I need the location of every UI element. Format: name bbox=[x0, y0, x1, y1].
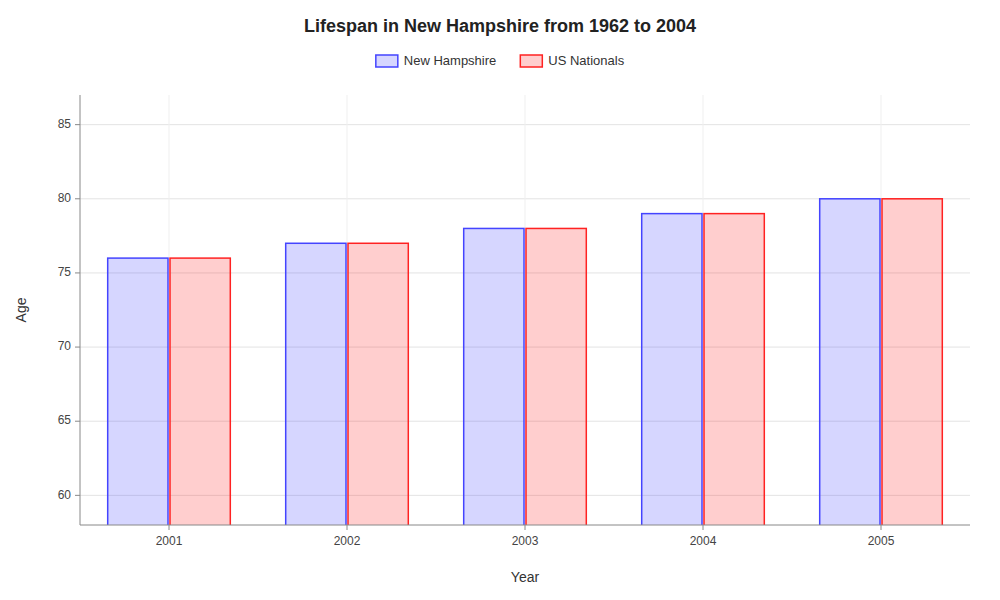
x-tick-label: 2005 bbox=[868, 534, 895, 548]
bar bbox=[108, 258, 168, 525]
y-tick-label: 70 bbox=[58, 339, 72, 353]
chart: 60 65 70 75 80 85 2001 2002 2003 2004 2005 Year Age L… bbox=[0, 0, 1000, 600]
bar bbox=[882, 199, 942, 525]
x-tick bbox=[169, 525, 170, 530]
y-tick bbox=[75, 495, 80, 496]
legend-item: US Nationals bbox=[520, 53, 624, 68]
x-tick-label: 2004 bbox=[690, 534, 717, 548]
axes: 60 65 70 75 80 85 2001 2002 2003 2004 2005 bbox=[58, 95, 970, 548]
y-tick bbox=[75, 421, 80, 422]
bar bbox=[348, 243, 408, 525]
bar bbox=[526, 228, 586, 525]
y-axis-line bbox=[80, 95, 81, 525]
y-tick bbox=[75, 198, 80, 199]
legend-label: New Hampshire bbox=[404, 53, 496, 68]
x-tick bbox=[881, 525, 882, 530]
y-tick-label: 80 bbox=[58, 191, 72, 205]
x-tick-label: 2002 bbox=[334, 534, 361, 548]
legend-swatch bbox=[376, 55, 398, 67]
y-tick-label: 60 bbox=[58, 488, 72, 502]
y-tick bbox=[75, 272, 80, 273]
x-tick bbox=[347, 525, 348, 530]
x-tick-label: 2001 bbox=[156, 534, 183, 548]
bars bbox=[108, 199, 943, 525]
bar bbox=[704, 214, 764, 525]
y-tick-label: 65 bbox=[58, 413, 72, 427]
legend-item: New Hampshire bbox=[376, 53, 496, 68]
bar bbox=[464, 228, 524, 525]
x-tick-label: 2003 bbox=[512, 534, 539, 548]
x-tick bbox=[525, 525, 526, 530]
y-tick bbox=[75, 347, 80, 348]
y-tick bbox=[75, 124, 80, 125]
title: Lifespan in New Hampshire from 1962 to 2… bbox=[304, 16, 696, 36]
legend-swatch bbox=[520, 55, 542, 67]
bar bbox=[642, 214, 702, 525]
y-tick-label: 85 bbox=[58, 117, 72, 131]
x-tick bbox=[703, 525, 704, 530]
legend-label: US Nationals bbox=[548, 53, 624, 68]
bar bbox=[820, 199, 880, 525]
bar bbox=[286, 243, 346, 525]
bar bbox=[170, 258, 230, 525]
x-axis-label: Year bbox=[511, 569, 540, 585]
y-tick-label: 75 bbox=[58, 265, 72, 279]
chart-container: 60 65 70 75 80 85 2001 2002 2003 2004 2005 Year Age L… bbox=[0, 0, 1000, 600]
legend: New Hampshire US Nationals bbox=[376, 53, 625, 68]
y-axis-label: Age bbox=[13, 297, 29, 322]
